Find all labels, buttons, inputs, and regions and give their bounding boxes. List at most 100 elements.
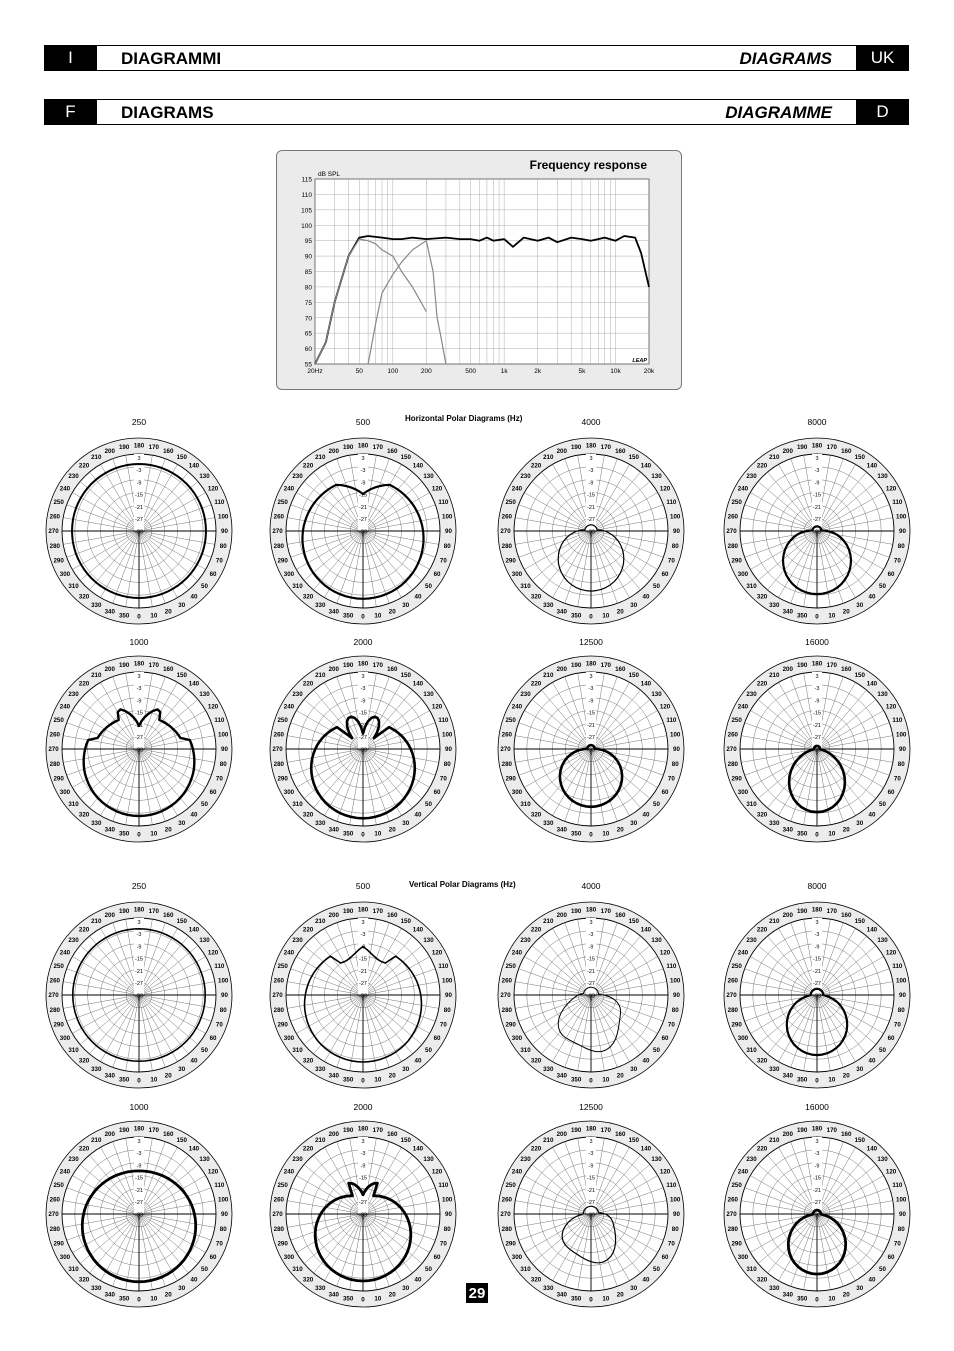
polar-grid-spoke bbox=[138, 689, 189, 750]
db-label: -27 bbox=[587, 1200, 595, 1206]
angle-label: 100 bbox=[218, 731, 229, 738]
polar-grid-spoke bbox=[590, 748, 641, 809]
angle-label: 130 bbox=[651, 473, 662, 480]
polar-grid-spoke bbox=[744, 504, 818, 532]
polar-frequency-label: 2000 bbox=[354, 637, 373, 647]
angle-label: 40 bbox=[415, 1277, 422, 1284]
angle-label: 80 bbox=[898, 1007, 905, 1014]
polar-grid-spoke bbox=[296, 956, 364, 996]
polar-grid-spoke bbox=[362, 1164, 423, 1215]
polar-grid-spoke bbox=[362, 530, 377, 607]
angle-label: 350 bbox=[343, 612, 354, 619]
db-label: -33 bbox=[359, 747, 367, 753]
db-label: -3 bbox=[589, 468, 594, 474]
polar-grid-spoke bbox=[816, 1154, 867, 1215]
angle-label: 150 bbox=[629, 672, 640, 679]
angle-label: 160 bbox=[387, 912, 398, 919]
polar-grid-spoke bbox=[816, 530, 867, 591]
angle-label: 240 bbox=[512, 485, 523, 492]
angle-label: 200 bbox=[557, 912, 568, 919]
angle-label: 340 bbox=[783, 1073, 794, 1080]
angle-label: 130 bbox=[423, 937, 434, 944]
polar-grid-spoke bbox=[313, 530, 364, 591]
polar-grid-spoke bbox=[313, 1213, 364, 1274]
polar-grid-spoke bbox=[803, 530, 818, 607]
polar-grid-spoke bbox=[287, 530, 364, 545]
angle-label: 250 bbox=[53, 717, 64, 724]
y-axis-label: dB SPL bbox=[318, 171, 340, 178]
polar-grid-spoke bbox=[138, 1213, 166, 1287]
angle-label: 30 bbox=[402, 602, 409, 609]
polar-grid-spoke bbox=[138, 1200, 215, 1215]
db-label: -33 bbox=[587, 993, 595, 999]
polar-grid-spoke bbox=[757, 1164, 818, 1215]
polar-grid-spoke bbox=[125, 530, 140, 607]
polar-grid-spoke bbox=[362, 492, 430, 532]
db-label: -27 bbox=[135, 981, 143, 987]
db-label: -27 bbox=[813, 981, 821, 987]
angle-label: 80 bbox=[444, 1007, 451, 1014]
angle-label: 20 bbox=[617, 609, 624, 616]
polar-grid-spoke bbox=[303, 1164, 364, 1215]
angle-label: 110 bbox=[438, 717, 449, 724]
angle-label: 180 bbox=[586, 1126, 597, 1133]
polar-grid-spoke bbox=[590, 956, 658, 996]
db-label: -15 bbox=[359, 1176, 367, 1182]
polar-grid-spoke bbox=[816, 748, 893, 763]
polar-grid-spoke bbox=[816, 994, 831, 1071]
leap-logo: LEAP bbox=[632, 358, 647, 364]
angle-label: 350 bbox=[343, 830, 354, 837]
polar-grid-spoke bbox=[816, 994, 890, 1022]
polar-grid-spoke bbox=[518, 968, 592, 996]
polar-grid-spoke bbox=[816, 748, 856, 816]
polar-grid-spoke bbox=[72, 994, 140, 1034]
angle-label: 220 bbox=[531, 681, 542, 688]
polar-grid-spoke bbox=[100, 1213, 140, 1281]
angle-label: 260 bbox=[50, 731, 61, 738]
polar-grid-spoke bbox=[138, 994, 178, 1062]
angle-label: 30 bbox=[402, 1066, 409, 1073]
angle-label: 120 bbox=[208, 485, 219, 492]
angle-label: 230 bbox=[68, 1156, 79, 1163]
polar-grid-spoke bbox=[72, 1175, 140, 1215]
angle-label: 100 bbox=[442, 731, 453, 738]
angle-label: 310 bbox=[292, 583, 303, 590]
angle-label: 110 bbox=[666, 717, 677, 724]
polar-response-curve bbox=[71, 463, 207, 599]
angle-label: 220 bbox=[531, 927, 542, 934]
polar-response-curve bbox=[786, 1208, 848, 1276]
polar-grid-spoke bbox=[138, 1175, 206, 1215]
polar-grid-spoke bbox=[590, 699, 651, 750]
polar-frequency-label: 4000 bbox=[582, 881, 601, 891]
angle-label: 200 bbox=[105, 666, 116, 673]
angle-label: 70 bbox=[668, 775, 675, 782]
angle-label: 260 bbox=[50, 513, 61, 520]
angle-label: 140 bbox=[189, 927, 200, 934]
angle-label: 150 bbox=[401, 918, 412, 925]
angle-label: 170 bbox=[149, 908, 160, 915]
polar-grid-spoke bbox=[336, 748, 364, 822]
polar-grid-spoke bbox=[362, 504, 436, 532]
polar-grid-spoke bbox=[138, 735, 215, 750]
angle-label: 270 bbox=[500, 992, 511, 999]
polar-grid-spoke bbox=[290, 994, 364, 1022]
y-tick-label: 100 bbox=[301, 223, 312, 230]
angle-label: 240 bbox=[512, 703, 523, 710]
angle-label: 0 bbox=[137, 1297, 141, 1304]
angle-label: 280 bbox=[502, 1007, 513, 1014]
header-title: DIAGRAMS bbox=[121, 103, 214, 122]
polar-grid-spoke bbox=[778, 748, 818, 816]
polar-grid-spoke bbox=[138, 994, 166, 1068]
polar-grid-spoke bbox=[757, 699, 818, 750]
polar-grid-spoke bbox=[552, 748, 592, 816]
polar-grid-spoke bbox=[125, 994, 140, 1071]
y-tick-label: 95 bbox=[305, 238, 313, 245]
db-label: -33 bbox=[135, 747, 143, 753]
angle-label: 300 bbox=[60, 1254, 71, 1261]
angle-label: 10 bbox=[374, 612, 381, 619]
polar-grid-spoke bbox=[552, 994, 592, 1062]
angle-label: 220 bbox=[79, 681, 90, 688]
angle-label: 10 bbox=[150, 612, 157, 619]
angle-label: 150 bbox=[855, 1137, 866, 1144]
